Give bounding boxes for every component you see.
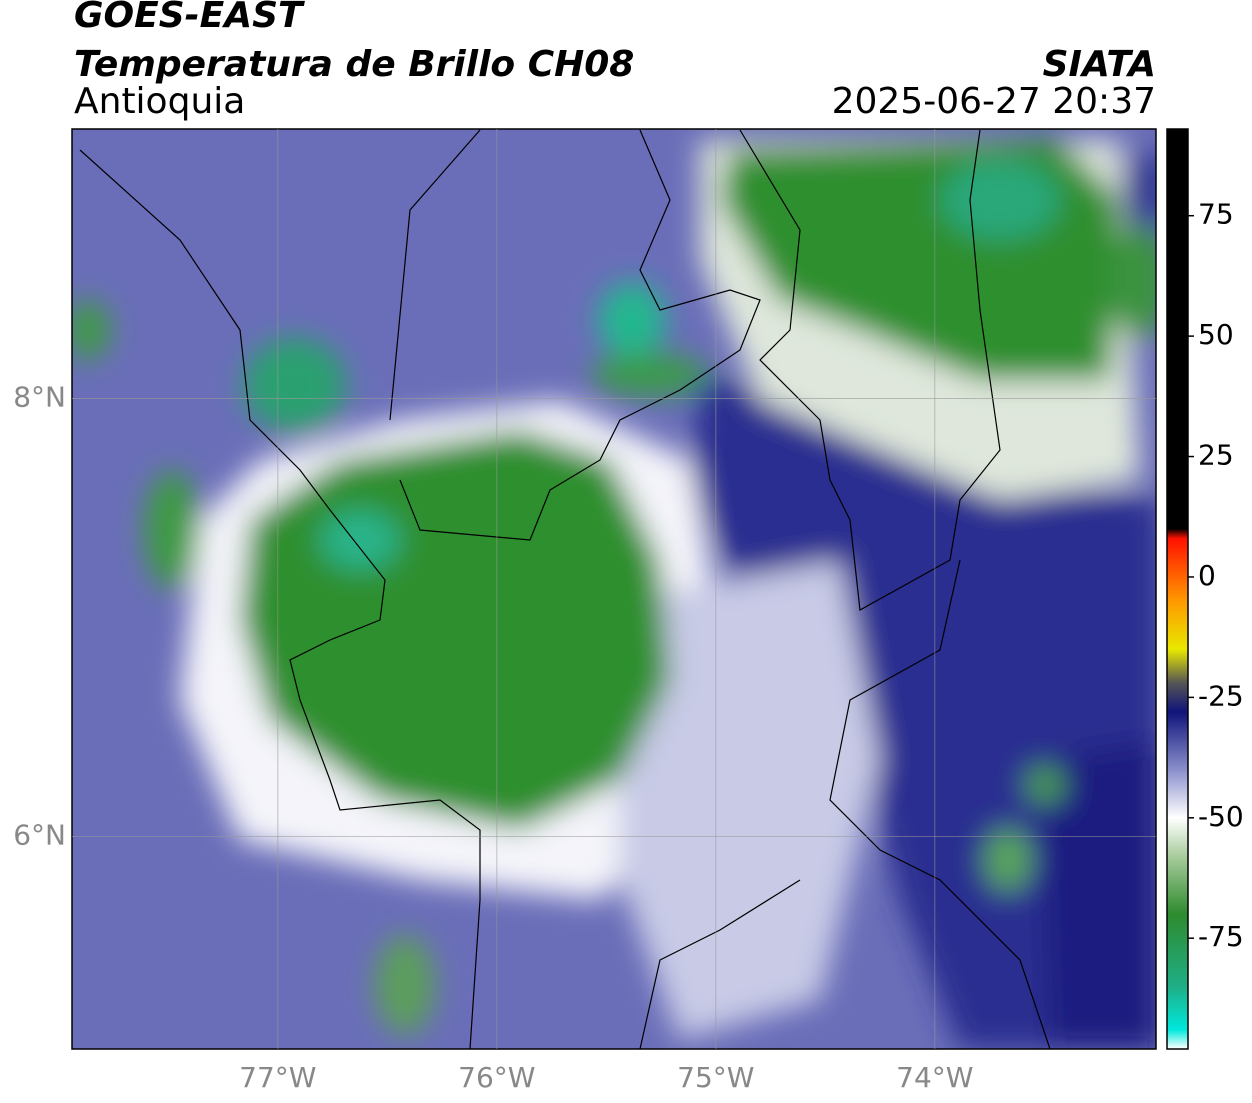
region: Antioquia xyxy=(74,81,245,122)
borders xyxy=(79,129,1051,1049)
cold-top xyxy=(72,300,110,360)
colorbar-tick-label: -25 xyxy=(1198,679,1244,712)
cloud-field xyxy=(72,140,1156,1049)
cold-top xyxy=(144,470,200,590)
x-tick-label: 75°W xyxy=(677,1061,754,1094)
border-line xyxy=(79,149,481,1049)
x-tick-label: 77°W xyxy=(239,1061,316,1094)
subtitle: Temperatura de Brillo CH08 xyxy=(74,44,634,85)
x-tick-label: 76°W xyxy=(458,1061,535,1094)
colorbar-fill xyxy=(1167,129,1188,1049)
cloud-edge xyxy=(620,560,880,1040)
map-frame xyxy=(71,128,1157,1050)
cold-core xyxy=(320,510,400,570)
cold-core xyxy=(598,282,666,358)
source: SIATA xyxy=(1043,44,1156,85)
cold-top xyxy=(375,935,435,1035)
cold-top xyxy=(984,828,1032,892)
border-line xyxy=(389,129,761,541)
x-tick-label: 74°W xyxy=(896,1061,973,1094)
y-tick-label: 8°N xyxy=(13,380,66,413)
colorbar-tick-label: 0 xyxy=(1198,559,1216,592)
satellite-image xyxy=(72,129,1156,1049)
cold-core xyxy=(940,160,1060,240)
datetime: 2025-06-27 20:37 xyxy=(832,81,1156,122)
colorbar-tick-label: -50 xyxy=(1198,800,1244,833)
border-line xyxy=(639,559,1051,1049)
colorbar-tick-label: -75 xyxy=(1198,920,1244,953)
colorbar-tick-label: 75 xyxy=(1198,198,1234,231)
warm-region xyxy=(1125,150,1156,230)
border-line xyxy=(739,129,1001,611)
title: GOES-EAST xyxy=(74,0,305,36)
y-tick-label: 6°N xyxy=(13,819,66,852)
cold-top xyxy=(243,337,347,433)
warm-region xyxy=(690,380,1156,1049)
cold-top xyxy=(1110,220,1156,340)
colorbar-tick-label: 50 xyxy=(1198,318,1234,351)
cold-top xyxy=(1025,765,1065,805)
colorbar-tick-label: 25 xyxy=(1198,439,1234,472)
cold-top xyxy=(590,353,710,397)
colorbar-frame xyxy=(1166,128,1189,1050)
warm-region xyxy=(1040,740,1156,1049)
